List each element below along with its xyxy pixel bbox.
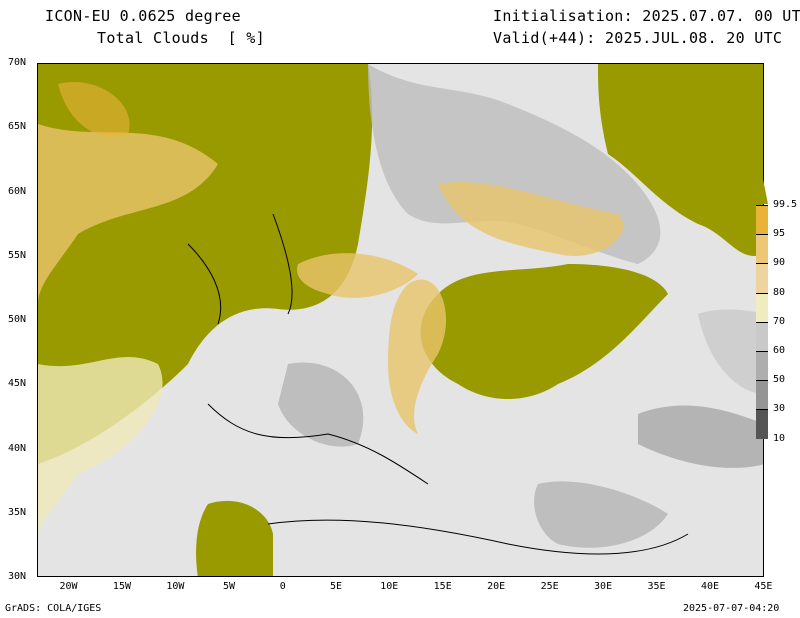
lon-tick-label: 30E [594,581,613,592]
lat-tick-label: 55N [8,249,27,261]
footer-credit: GrADS: COLA/IGES [5,603,102,614]
colorbar-level-label: 99.5 [773,199,798,210]
lat-tick-label: 65N [8,121,27,133]
lat-tick-label: 30N [8,571,27,582]
lat-tick-label: 50N [8,314,27,325]
lon-tick-label: 20E [487,581,506,592]
lat-tick-label: 45N [8,378,27,390]
init-time: Initialisation: 2025.07.07. 00 UTC [493,7,800,25]
cloud-map [37,63,764,577]
lon-tick-label: 45E [754,581,773,592]
valid-time: Valid(+44): 2025.JUL.08. 20 UTC [493,29,783,47]
colorbar-over-triangle [756,174,768,204]
lon-tick-label: 35E [647,581,666,592]
lon-tick-label: 15W [112,581,131,592]
colorbar-level-label: 95 [773,228,786,240]
colorbar-level-label: 50 [773,374,786,386]
colorbar-level-label: 10 [773,432,786,444]
colorbar-level-label: 80 [773,286,786,298]
lon-tick-label: 15E [433,581,452,592]
colorbar-segment [756,321,768,351]
lon-tick-label: 10E [380,581,399,592]
lat-tick-label: 35N [8,506,27,518]
model-title: ICON-EU 0.0625 degree [45,7,241,25]
footer-timestamp: 2025-07-07-04:20 [683,603,780,614]
colorbar-level-label: 70 [773,315,786,327]
colorbar-segment [756,351,768,381]
colorbar-segment [756,380,768,410]
lon-tick-label: 5E [329,581,342,592]
variable-title: Total Clouds [ %] [97,29,265,47]
cloud-field [38,64,763,576]
lon-tick-label: 25E [540,581,559,592]
colorbar-segment [756,205,768,235]
lat-tick-label: 60N [8,185,27,197]
colorbar-level-label: 60 [773,345,786,356]
lat-tick-label: 70N [8,57,27,68]
colorbar-level-label: 30 [773,403,786,415]
lon-tick-label: 10W [166,581,185,592]
colorbar-level-label: 90 [773,257,786,269]
colorbar-segment [756,263,768,293]
lat-tick-label: 40N [8,442,27,454]
colorbar-segment [756,292,768,322]
colorbar-segment [756,409,768,439]
lon-tick-label: 40E [700,581,719,592]
lon-tick-label: 20W [59,581,78,592]
lon-tick-label: 5W [223,581,236,592]
lon-tick-label: 0 [279,581,286,592]
colorbar-segment [756,234,768,264]
